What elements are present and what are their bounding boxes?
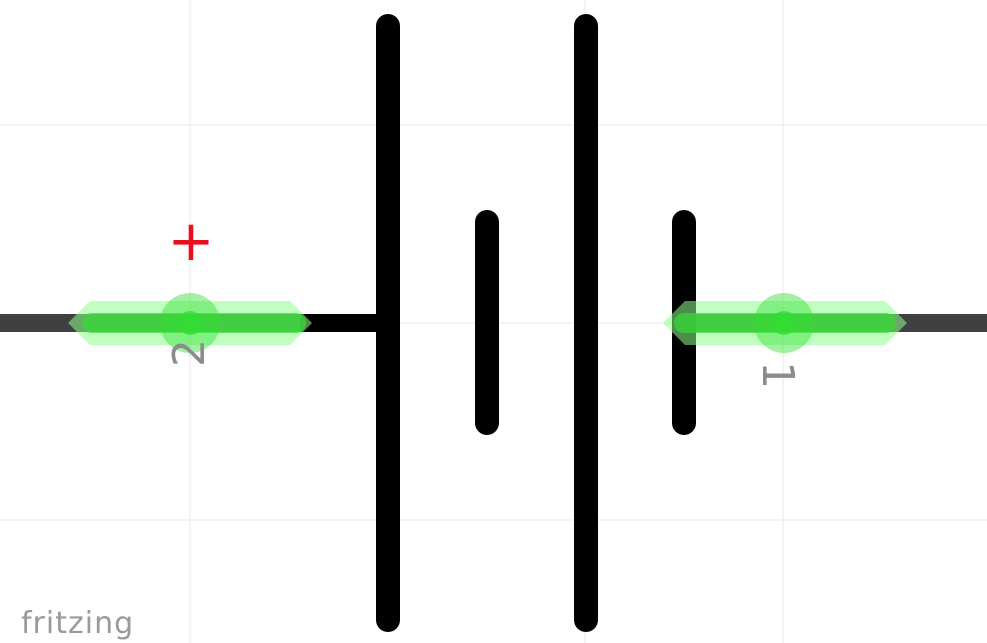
connector-pin-1[interactable] — [663, 293, 907, 353]
positive-polarity-marker: + — [168, 209, 215, 274]
connector-pin-2-dot — [178, 311, 202, 335]
connector-pin-1-dot — [772, 311, 796, 335]
fritzing-watermark: fritzing — [21, 606, 134, 641]
pin-label-1: 1 — [752, 361, 803, 389]
pin-label-2: 2 — [164, 339, 215, 367]
connector-pin-2[interactable] — [68, 293, 312, 353]
